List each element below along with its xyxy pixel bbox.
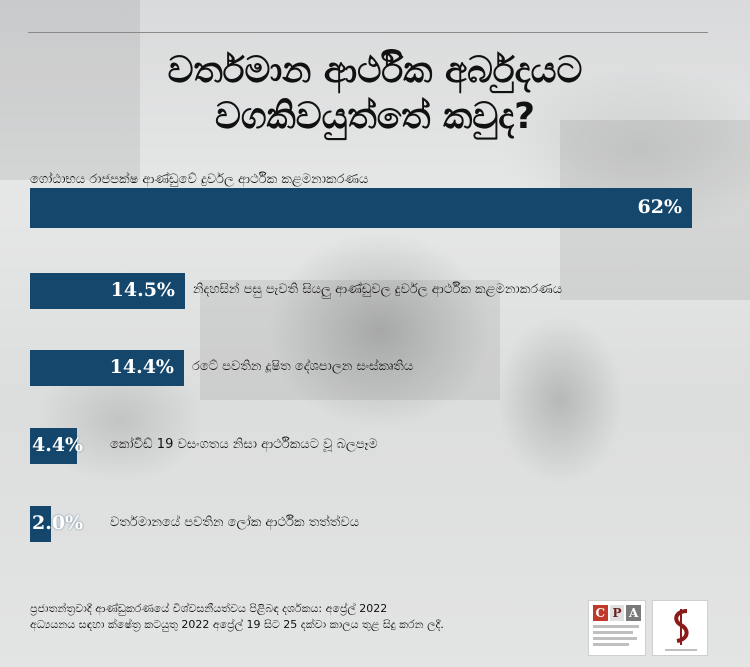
bar-3 [30,350,184,386]
bar-value-label-4: 4.4% [32,434,84,456]
background-banner [200,280,500,400]
bar-5 [30,506,51,542]
bar-2 [30,273,185,309]
bar-value-label-2: 14.5% [110,279,175,301]
bar-category-label-1: ගෝඨාභය රාජපක්ෂ ආණ්ඩුවේ දුර්වල ආර්ථික කළම… [30,172,369,187]
title-line-2: වගකිවයුත්තේ කවුද? [214,96,536,137]
bar-category-label-3: රටේ පවතින දූෂිත දේශපාලන සංස්කෘතිය [192,359,414,374]
footer-note: ප්‍රජාතන්ත්‍රවාදී ආණ්ඩුකරණයේ විශ්වසනීයත්… [30,601,444,633]
ss-mark-icon [665,609,697,651]
title-line-1: වර්තමාන ආර්ථික අර්බුදයට [167,50,583,91]
cpa-letter-p: P [609,605,625,621]
cpa-letter-a: A [626,605,642,621]
footer-line-2: අධ්‍යයනය සඳහා ක්ෂේත්‍ර කටයුතු 2022 අප්‍ර… [30,618,444,631]
cpa-letter-c: C [593,605,608,621]
bar-category-label-2: නිදහසින් පසු පැවති සියලු ආණ්ඩුවල දුර්වල … [193,282,563,297]
bar-4 [30,428,77,464]
bar-value-label-1: 62% [637,196,683,218]
bar-1 [30,188,692,228]
chart-title: වර්තමාන ආර්ථික අර්බුදයට වගකිවයුත්තේ කවුද… [0,48,750,140]
bar-category-label-5: වර්තමානයේ පවතින ලෝක ආර්ථික තත්ත්වය [110,515,360,530]
bar-value-label-3: 14.4% [109,356,174,378]
footer-line-1: ප්‍රජාතන්ත්‍රවාදී ආණ්ඩුකරණයේ විශ්වසනීයත්… [30,602,388,615]
bar-category-label-4: කෝවිඩ් 19 වසංගතය නිසා ආර්ථිකයට වූ බලපෑම [110,437,378,452]
cpa-logo: C P A [588,600,646,656]
background-building-left [0,0,140,180]
bar-value-label-5: 2.0% [32,512,84,534]
social-scientists-logo [652,600,708,656]
top-rule [28,32,708,33]
